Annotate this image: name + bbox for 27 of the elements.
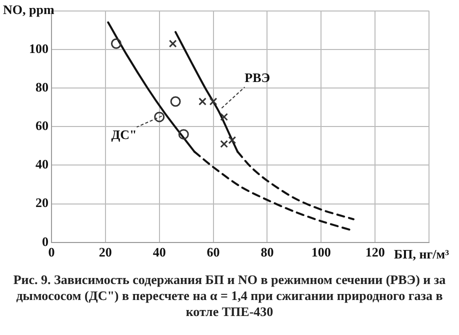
point (220, 113, 228, 121)
y-tick-label: 0 (42, 234, 48, 249)
x-tick-label: 120 (365, 244, 385, 260)
point (154, 112, 165, 122)
x-tick-label: 40 (152, 244, 166, 260)
point (198, 98, 206, 106)
text: Рис. 9. Зависимость содержания БП и NO в режимном сечении (РВЭ) и за дымососом (ДС") в пересчете на α = 1,4 при сжигании природного газа в котле ТПЕ-430 (12, 272, 447, 320)
x-tick-label: 60 (206, 244, 220, 260)
point (110, 38, 122, 49)
y-tick-label: 60 (36, 118, 48, 133)
y-tick-label: 40 (36, 156, 48, 172)
y-tick-label: 100 (29, 40, 48, 56)
y-tick-label: 20 (36, 195, 48, 210)
point (228, 136, 236, 144)
text: РВЭ (244, 70, 270, 86)
point (168, 40, 177, 48)
x-tick-label: 80 (260, 244, 274, 260)
y-axis-title: NO, ppm (3, 2, 54, 18)
x-tick-label: 20 (98, 244, 112, 260)
point (209, 98, 218, 106)
x-tick-label: 100 (311, 244, 331, 260)
point (220, 140, 228, 148)
point (170, 96, 181, 107)
x-axis-title: БП, нг/м³ (394, 246, 450, 262)
text: ДС" (111, 126, 137, 142)
point (178, 129, 189, 140)
y-tick-label: 80 (36, 79, 48, 94)
